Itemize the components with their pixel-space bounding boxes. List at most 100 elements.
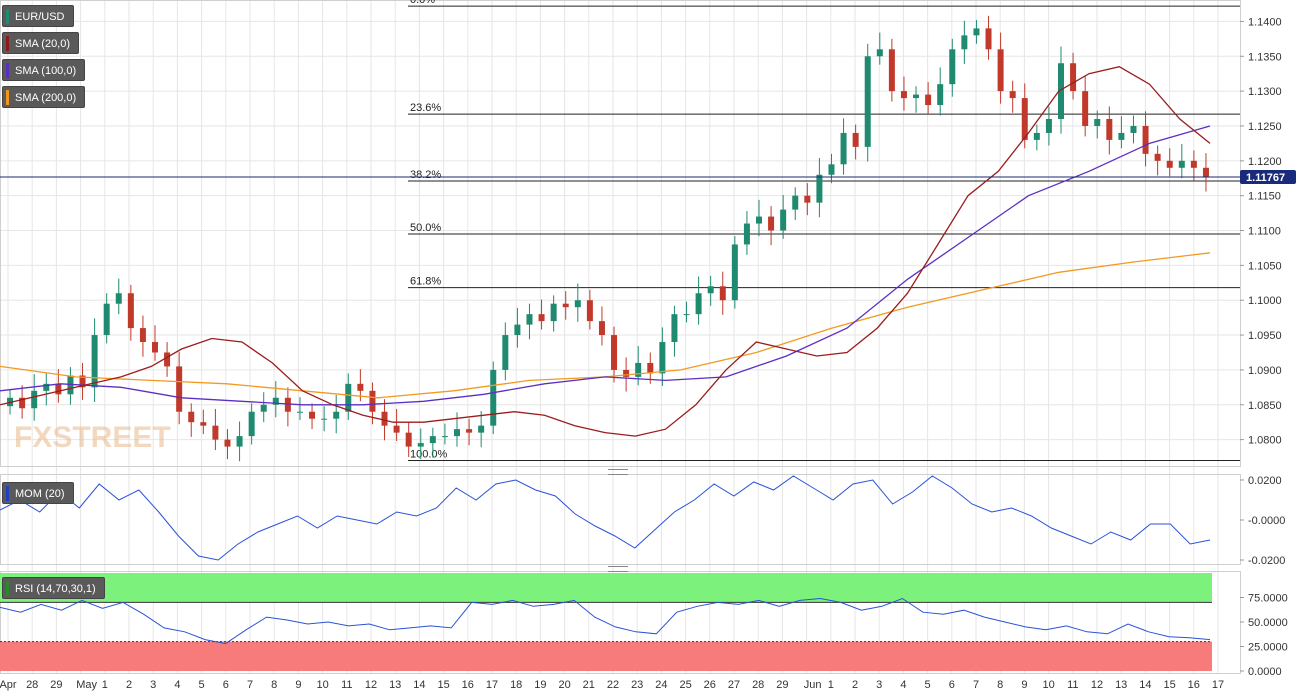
price-tick-label: 1.0800	[1248, 435, 1282, 447]
date-tick-label: 4	[900, 679, 906, 691]
candle-body	[695, 293, 702, 315]
date-tick-label: 18	[510, 679, 522, 691]
candle-body	[296, 411, 303, 413]
fibonacci-level-label: 23.6%	[410, 102, 441, 114]
legend-sma-100[interactable]: SMA (100,0)	[2, 59, 86, 81]
legend-label: SMA (20,0)	[15, 38, 71, 50]
date-tick-label: 2	[126, 679, 132, 691]
candle-body	[200, 422, 207, 426]
fibonacci-lines: 0.0% 23.6% 38.2% 50.0% 61.8% 100.0%	[408, 0, 1240, 462]
momentum-tick-label: -0.0200	[1248, 555, 1285, 567]
candle-body	[164, 352, 171, 367]
candle-body	[731, 244, 738, 301]
candle-body	[888, 49, 895, 92]
candle-body	[454, 429, 460, 437]
rsi-line	[0, 597, 1211, 645]
candle-body	[1166, 160, 1173, 168]
candle-body	[683, 314, 690, 316]
candle-body	[949, 49, 956, 85]
date-tick-label: 12	[365, 679, 377, 691]
date-tick-label: 14	[1139, 679, 1151, 691]
date-tick-label: 14	[413, 679, 425, 691]
candle-body	[562, 303, 569, 308]
legend-label: MOM (20)	[15, 488, 65, 500]
date-tick-label: May	[76, 679, 97, 691]
fibonacci-level-label: 50.0%	[410, 222, 441, 234]
price-tick-label: 1.1000	[1248, 295, 1282, 307]
date-tick-label: 9	[1021, 679, 1027, 691]
candle-body	[1094, 119, 1101, 126]
date-tick-label: 16	[1188, 679, 1200, 691]
candle-body	[357, 383, 364, 391]
date-tick-label: 4	[174, 679, 180, 691]
candle-body	[719, 286, 726, 301]
candle-body	[840, 132, 847, 165]
legend-rsi[interactable]: RSI (14,70,30,1)	[2, 577, 105, 599]
candle-body	[466, 429, 473, 433]
candle-body	[804, 195, 811, 203]
current-price-label: 1.11767	[1246, 172, 1285, 184]
date-tick-label: 22	[607, 679, 619, 691]
candle-body	[961, 35, 968, 50]
grid-lines	[0, 0, 1240, 673]
date-tick-label: 12	[1091, 679, 1103, 691]
candle-body	[333, 411, 340, 419]
rsi-tick-label: 75.0000	[1248, 593, 1288, 605]
candle-body	[780, 209, 787, 231]
candle-body	[345, 383, 352, 412]
legend-sma-200[interactable]: SMA (200,0)	[2, 86, 86, 108]
candle-body	[248, 411, 255, 437]
candle-body	[502, 335, 509, 370]
rsi-tick-label: 25.0000	[1248, 642, 1288, 654]
legend-momentum[interactable]: MOM (20)	[2, 482, 74, 504]
candle-body	[1130, 125, 1137, 133]
candle-body	[381, 411, 388, 426]
candle-body	[309, 411, 316, 419]
rsi-tick-label: 0.0000	[1248, 666, 1282, 678]
date-tick-label: 6	[223, 679, 229, 691]
date-tick-label: 7	[973, 679, 979, 691]
rsi-oversold-zone	[0, 641, 1212, 671]
legend-swatch	[6, 486, 9, 501]
legend-eurusd[interactable]: EUR/USD	[2, 5, 74, 27]
date-tick-label: 25	[679, 679, 691, 691]
date-tick-label: 26	[704, 679, 716, 691]
legend-label: RSI (14,70,30,1)	[15, 583, 96, 595]
date-tick-label: 8	[271, 679, 277, 691]
candle-body	[1190, 160, 1197, 168]
price-tick-label: 1.1200	[1248, 156, 1282, 168]
candle-body	[19, 397, 26, 409]
candle-body	[768, 216, 775, 231]
candle-body	[321, 418, 328, 420]
sma-20-line	[0, 66, 1211, 437]
candle-body	[441, 436, 448, 438]
candle-body	[417, 443, 424, 447]
candle-body	[43, 383, 50, 391]
candle-body	[973, 28, 980, 36]
momentum-line	[0, 475, 1211, 561]
candle-body	[1070, 63, 1077, 92]
panel-resize-handle[interactable]	[608, 469, 628, 475]
candle-body	[792, 195, 799, 210]
panel-frame	[0, 474, 1241, 565]
candle-body	[176, 366, 183, 412]
candle-body	[611, 335, 618, 370]
date-tick-label: 15	[1163, 679, 1175, 691]
date-tick-label: 10	[316, 679, 328, 691]
candle-body	[1058, 63, 1064, 119]
candle-body	[659, 342, 666, 374]
candle-body	[635, 362, 642, 377]
candle-body	[526, 314, 533, 325]
candle-body	[31, 390, 38, 409]
candle-body	[490, 369, 497, 426]
date-tick-label: Apr	[0, 679, 17, 691]
panel-resize-handle[interactable]	[608, 566, 628, 572]
price-tick-label: 1.1100	[1248, 226, 1281, 238]
legend-sma-20[interactable]: SMA (20,0)	[2, 32, 80, 54]
candle-body	[647, 362, 654, 374]
panel-frame	[0, 0, 1241, 467]
date-tick-label: 17	[486, 679, 498, 691]
date-tick-label: 5	[925, 679, 931, 691]
candle-body	[405, 432, 412, 447]
candle-body	[1082, 91, 1089, 126]
